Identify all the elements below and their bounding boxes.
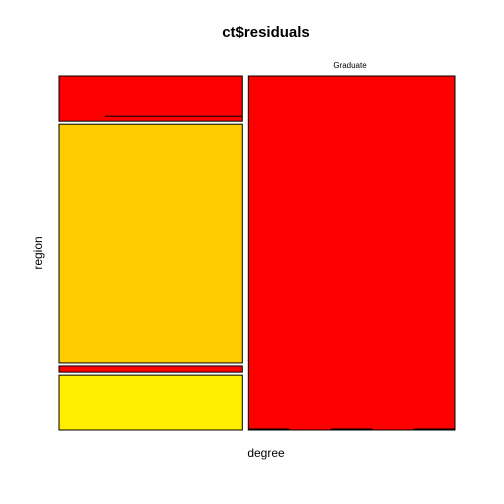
x-axis-label: degree bbox=[247, 446, 285, 460]
chart-title: ct$residuals bbox=[222, 24, 310, 41]
column-label-graduate: Graduate bbox=[333, 61, 367, 70]
mosaic-cell-0-0 bbox=[59, 76, 242, 121]
mosaic-cell-0-1 bbox=[59, 124, 242, 363]
y-axis-label: region bbox=[31, 236, 45, 269]
mosaic-cell-1-0 bbox=[248, 76, 455, 430]
mosaic-cells bbox=[59, 76, 455, 430]
mosaic-cell-0-3 bbox=[59, 375, 242, 430]
mosaic-cell-0-2 bbox=[59, 366, 242, 372]
